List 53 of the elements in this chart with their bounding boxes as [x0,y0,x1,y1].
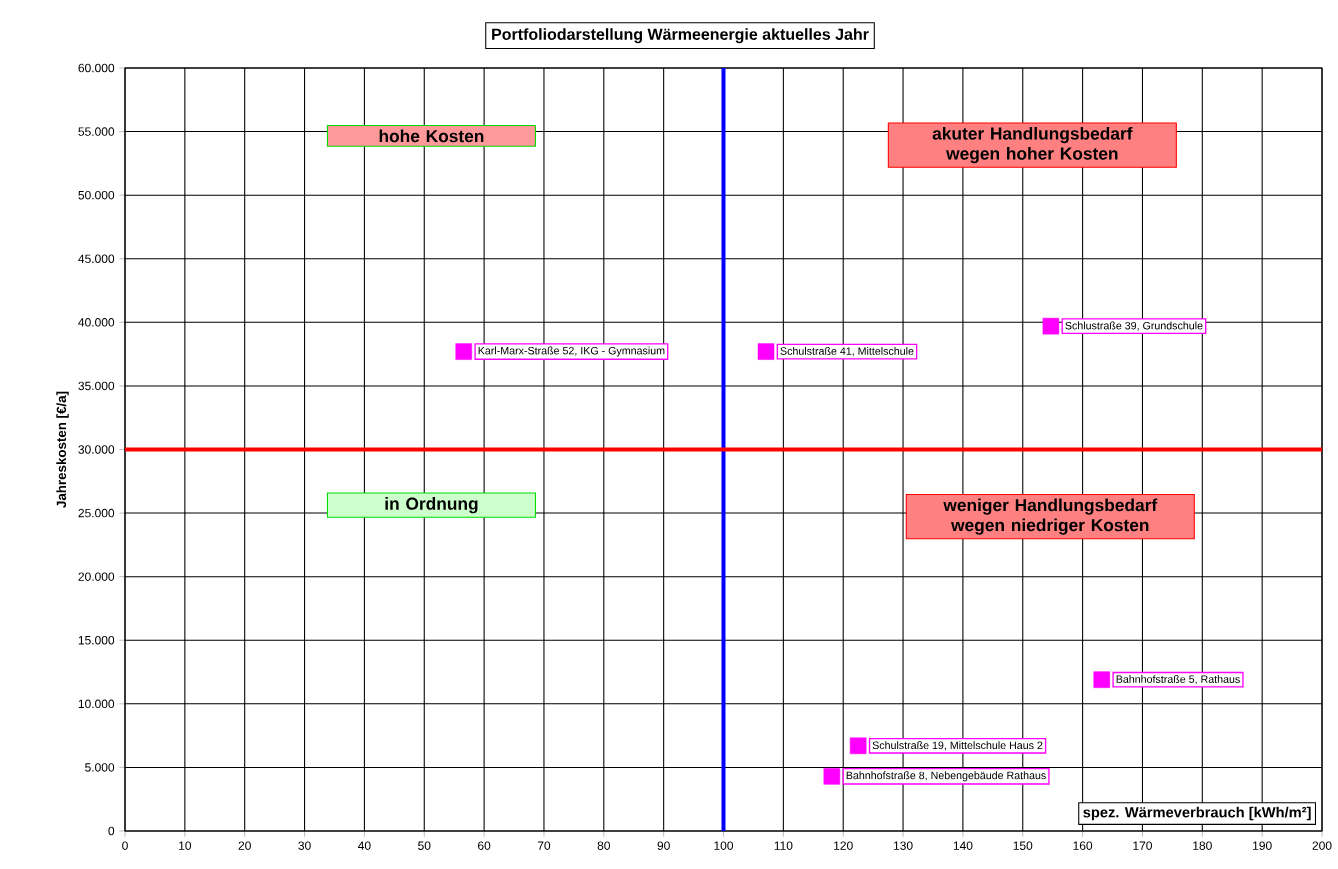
y-tick-label: 50.000 [78,190,115,200]
y-tick-label: 5.000 [85,763,115,772]
point [455,343,473,360]
x-tick-label: 40 [358,841,371,850]
y-tick-label: 20.000 [78,572,115,581]
y-tick-label: 45.000 [78,254,115,264]
annotation: akuter Handlungsbedarf wegen hoher Kosten [932,126,1133,164]
y-tick-label: 10.000 [78,699,115,709]
x-tick-label: 70 [537,841,551,850]
x-tick-label: 10 [179,841,192,850]
annotation: Schlustraße 39, Grundschule [1065,321,1203,331]
x-tick-label: 60 [478,841,491,850]
x-tick-label: 30 [298,841,311,850]
annotation: Schulstraße 19, Mittelschule Haus 2 [872,741,1043,751]
annotation: Bahnhofstraße 5, Rathaus [1116,675,1240,685]
annotation: Bahnhofstraße 8, Nebengebäude Rathaus [846,771,1046,782]
point [849,737,867,755]
x-tick-label: 150 [1013,841,1033,850]
x-tick-label: 0 [122,841,128,850]
annotation: Schulstraße 41, Mittelschule [780,347,914,357]
y-tick-label: 35.000 [78,381,115,391]
y-tick-label: 60.000 [78,63,115,73]
x-tick-label: 50 [418,841,431,850]
x-tick-label: 120 [834,841,853,850]
annotation: in Ordnung [385,497,478,514]
point [823,768,841,785]
x-tick-label: 80 [597,841,611,850]
x-tick-label: 190 [1253,841,1272,850]
annotation: Karl-Marx-Straße 52, IKG - Gymnasium [478,346,665,357]
point [757,343,775,360]
y-tick-label: 55.000 [78,127,115,136]
point [1042,317,1060,335]
x-tick-label: 160 [1073,841,1093,850]
y-tick-label: 25.000 [78,508,115,518]
y-tick-label: 0 [108,826,115,836]
x-axis-title: spez. Wärmeverbrauch [kWh/m²] [1083,806,1311,821]
x-tick-label: 200 [1312,841,1332,850]
x-tick-label: 170 [1133,841,1152,850]
x-tick-label: 90 [657,841,670,850]
y-tick-label: 15.000 [78,636,115,645]
x-tick-label: 180 [1193,841,1212,850]
x-tick-label: 110 [774,841,793,850]
x-tick-label: 20 [238,841,251,850]
y-axis-title: Jahreskosten [€/a] [56,391,69,508]
y-tick-label: 40.000 [78,318,115,327]
chart-title: Portfoliodarstellung Wärmeenergie aktuelles Jahr [492,28,869,44]
x-tick-label: 130 [893,841,913,850]
point [1093,671,1111,688]
x-tick-label: 100 [714,841,734,850]
x-tick-label: 140 [953,841,973,850]
y-tick-label: 30.000 [78,445,115,454]
annotation: weniger Handlungsbedarf wegen niedriger Kosten [943,498,1158,535]
annotation: hohe Kosten [379,129,484,143]
